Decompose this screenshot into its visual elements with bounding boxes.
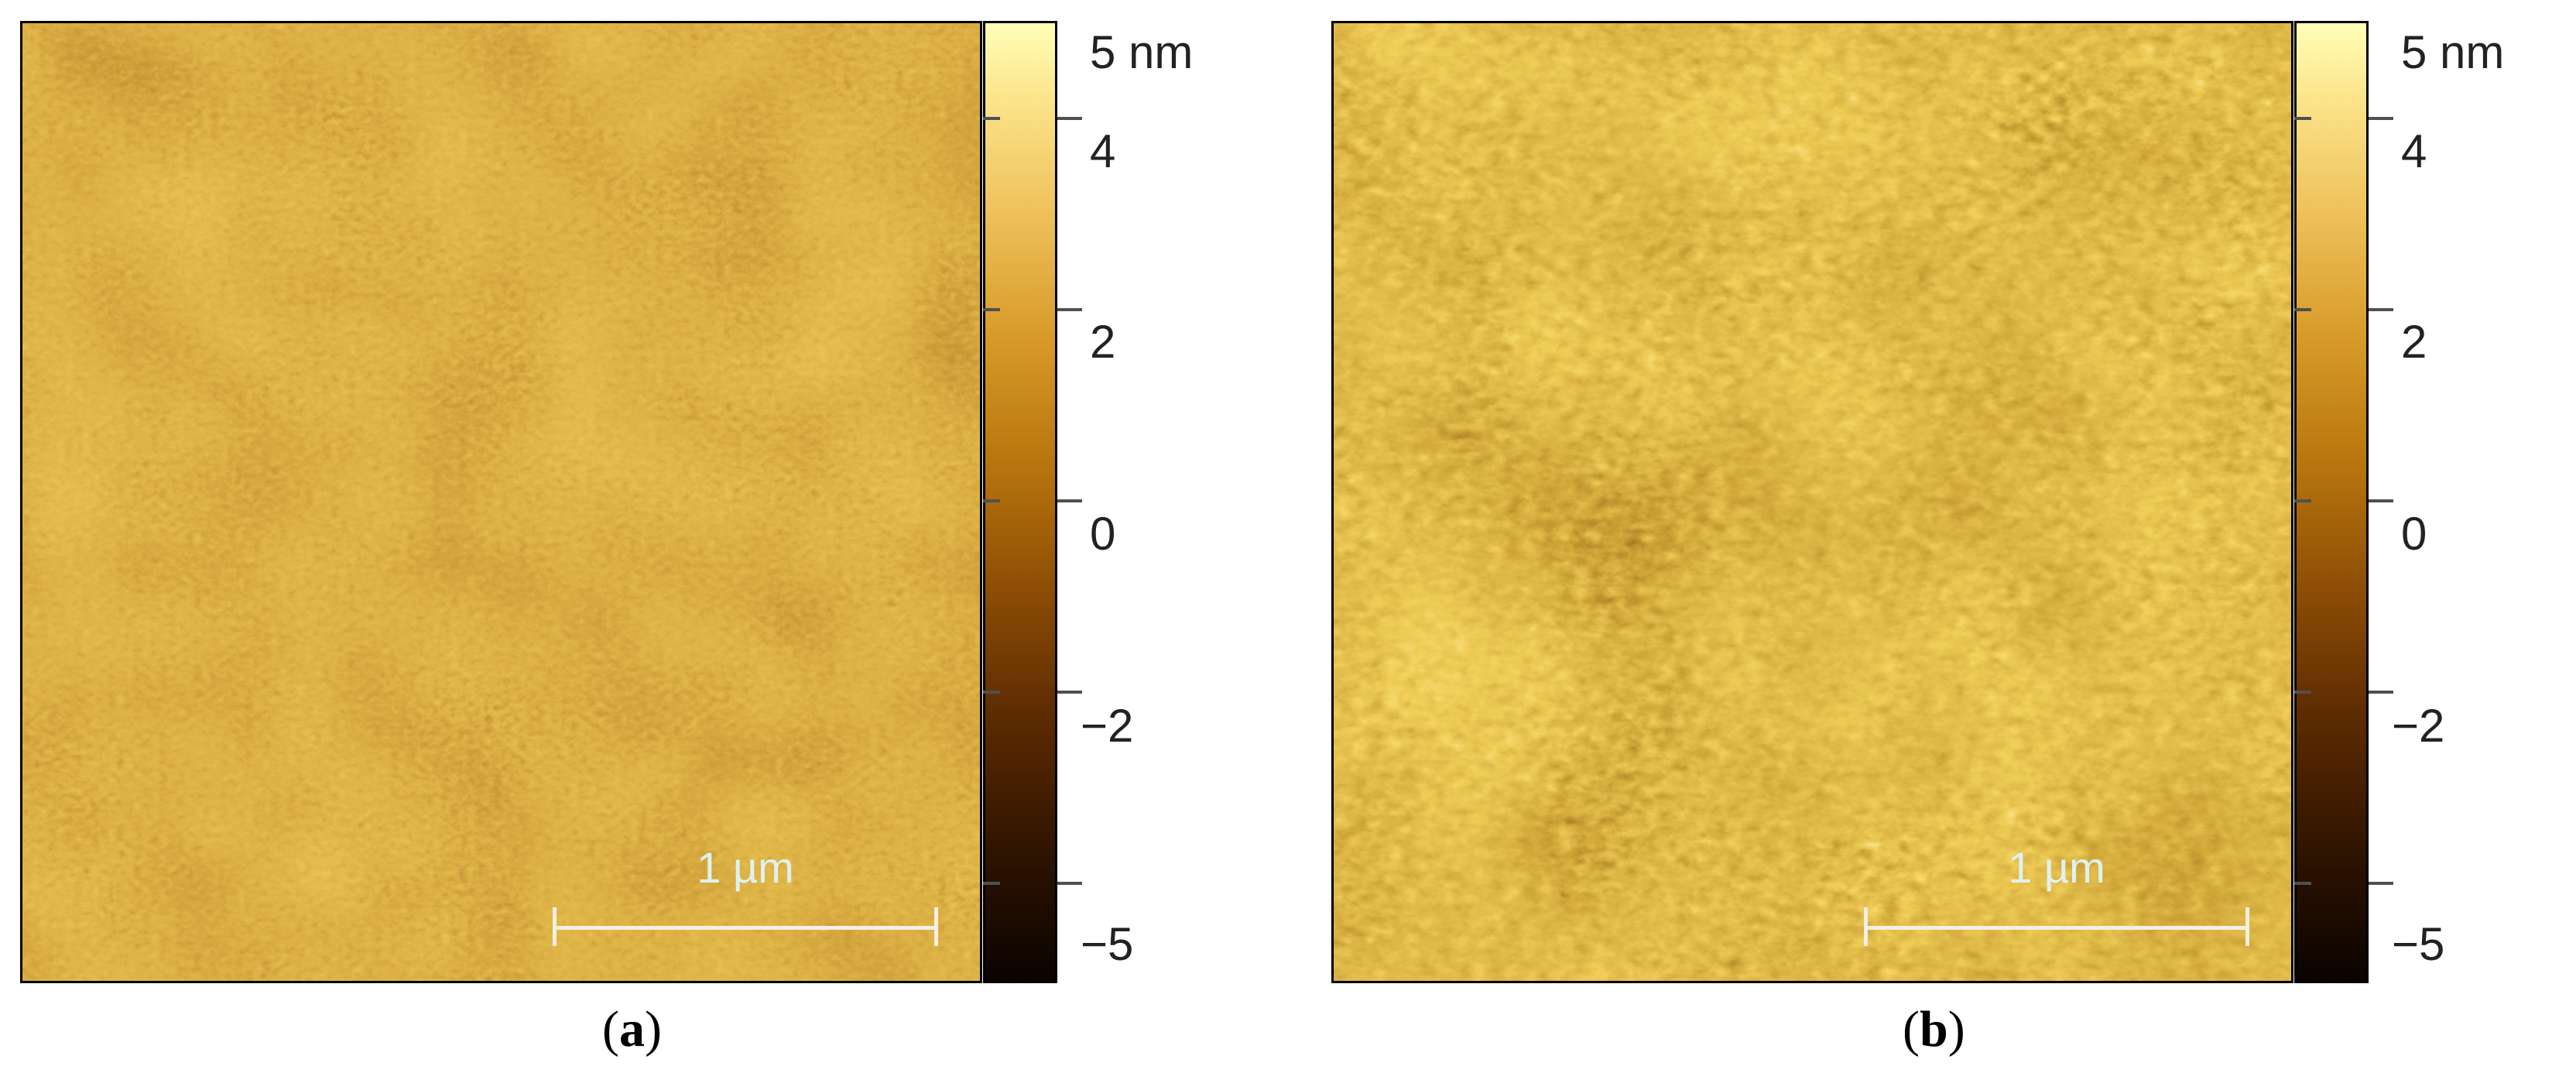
colorbar-label-a: 4 <box>1090 125 1116 177</box>
colorbar-label-b: 0 <box>2401 508 2427 560</box>
colorbar-tick-a <box>1057 499 1082 502</box>
colorbar-tick-inner-b <box>2294 691 2311 694</box>
colorbar-label-b: −2 <box>2392 700 2445 752</box>
afm-height-image-a <box>20 21 982 983</box>
colorbar-tick-b <box>2369 882 2393 885</box>
scale-bar-label-a: 1 µm <box>697 843 794 892</box>
afm-height-image-b <box>1331 21 2293 983</box>
colorbar-label-b: 2 <box>2401 316 2427 368</box>
colorbar-tick-inner-b <box>2294 308 2311 311</box>
colorbar-tick-inner-a <box>983 691 1000 694</box>
colorbar-label-max-a: 5 nm <box>1090 26 1194 78</box>
colorbar-label-min-a: −5 <box>1081 918 1134 970</box>
caption-a: (a) <box>602 1001 662 1058</box>
colorbar-label-a: 0 <box>1090 508 1116 560</box>
scale-bar-label-b: 1 µm <box>2008 843 2105 892</box>
colorbar-tick-a <box>1057 117 1082 120</box>
colorbar-tick-b <box>2369 117 2393 120</box>
colorbar-tick-inner-a <box>983 117 1000 120</box>
colorbar-tick-b <box>2369 691 2393 694</box>
colorbar-tick-a <box>1057 691 1082 694</box>
afm-texture-a <box>22 23 980 981</box>
colorbar-label-min-b: −5 <box>2392 918 2445 970</box>
panel-b: 1 µm 5 nm 4 2 0 −2 −5 (b) <box>1288 0 2576 1073</box>
colorbar-label-max-b: 5 nm <box>2401 26 2505 78</box>
caption-b: (b) <box>1903 1001 1965 1058</box>
colorbar-tick-b <box>2369 499 2393 502</box>
panel-a: 1 µm 5 nm 4 2 0 −2 −5 (a) <box>20 21 1194 1058</box>
colorbar-tick-inner-b <box>2294 499 2311 502</box>
colorbar-label-a: −2 <box>1081 700 1134 752</box>
colorbar-tick-inner-a <box>983 499 1000 502</box>
colorbar-tick-inner-b <box>2294 882 2311 885</box>
colorbar-label-b: 4 <box>2401 125 2427 177</box>
colorbar-tick-inner-a <box>983 882 1000 885</box>
colorbar-tick-a <box>1057 882 1082 885</box>
colorbar-label-a: 2 <box>1090 316 1116 368</box>
colorbar-tick-inner-a <box>983 308 1000 311</box>
colorbar-tick-a <box>1057 308 1082 311</box>
colorbar-tick-inner-b <box>2294 117 2311 120</box>
colorbar-tick-b <box>2369 308 2393 311</box>
afm-texture-b <box>1334 23 2291 981</box>
